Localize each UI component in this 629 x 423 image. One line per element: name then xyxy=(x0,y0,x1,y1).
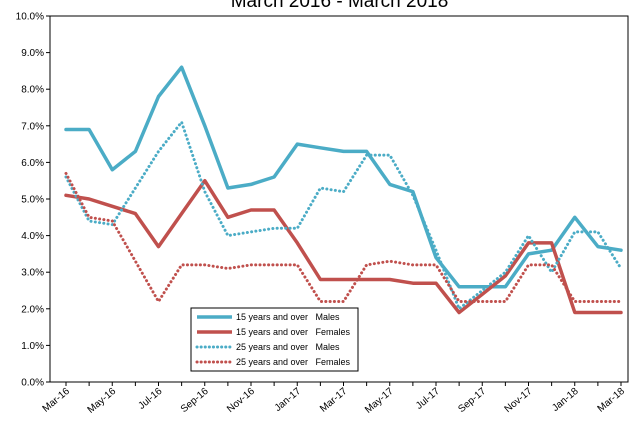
series-line-1 xyxy=(64,65,623,289)
x-tick-label: Jul-16 xyxy=(136,386,164,412)
x-tick-label: Mar-17 xyxy=(318,386,350,415)
series-line-3 xyxy=(64,120,623,311)
legend-label-4: 25 years and over Females xyxy=(236,357,351,367)
legend-label-1: 15 years and over Males xyxy=(236,312,340,322)
series-line-4 xyxy=(64,171,623,303)
y-tick-label: 6.0% xyxy=(21,158,44,169)
y-tick-label: 5.0% xyxy=(21,195,44,206)
x-tick-label: Mar-18 xyxy=(596,386,628,415)
y-tick-label: 1.0% xyxy=(21,341,44,352)
y-tick-label: 8.0% xyxy=(21,85,44,96)
legend-label-2: 15 years and over Females xyxy=(236,327,351,337)
y-tick-label: 9.0% xyxy=(21,48,44,59)
y-tick-label: 7.0% xyxy=(21,121,44,132)
x-tick-label: Nov-17 xyxy=(503,386,535,415)
x-tick-label: Sep-17 xyxy=(456,386,488,415)
y-tick-label: 2.0% xyxy=(21,304,44,315)
x-tick-label: Sep-16 xyxy=(179,386,211,415)
x-tick-label: Nov-16 xyxy=(225,386,257,415)
x-tick-label: Mar-16 xyxy=(41,386,73,415)
x-tick-label: Jan-17 xyxy=(273,386,304,414)
x-tick-label: May-17 xyxy=(363,386,396,416)
chart-title: March 2016 - March 2018 xyxy=(230,0,449,12)
y-tick-label: 10.0% xyxy=(16,12,44,23)
y-tick-label: 3.0% xyxy=(21,268,44,279)
y-tick-label: 0.0% xyxy=(21,378,44,389)
y-tick-label: 4.0% xyxy=(21,231,44,242)
x-tick-label: Jul-17 xyxy=(414,386,442,412)
x-tick-label: May-16 xyxy=(86,386,119,416)
x-tick-label: Jan-18 xyxy=(550,386,581,414)
legend-label-3: 25 years and over Males xyxy=(236,342,340,352)
series-line-2 xyxy=(64,178,623,315)
